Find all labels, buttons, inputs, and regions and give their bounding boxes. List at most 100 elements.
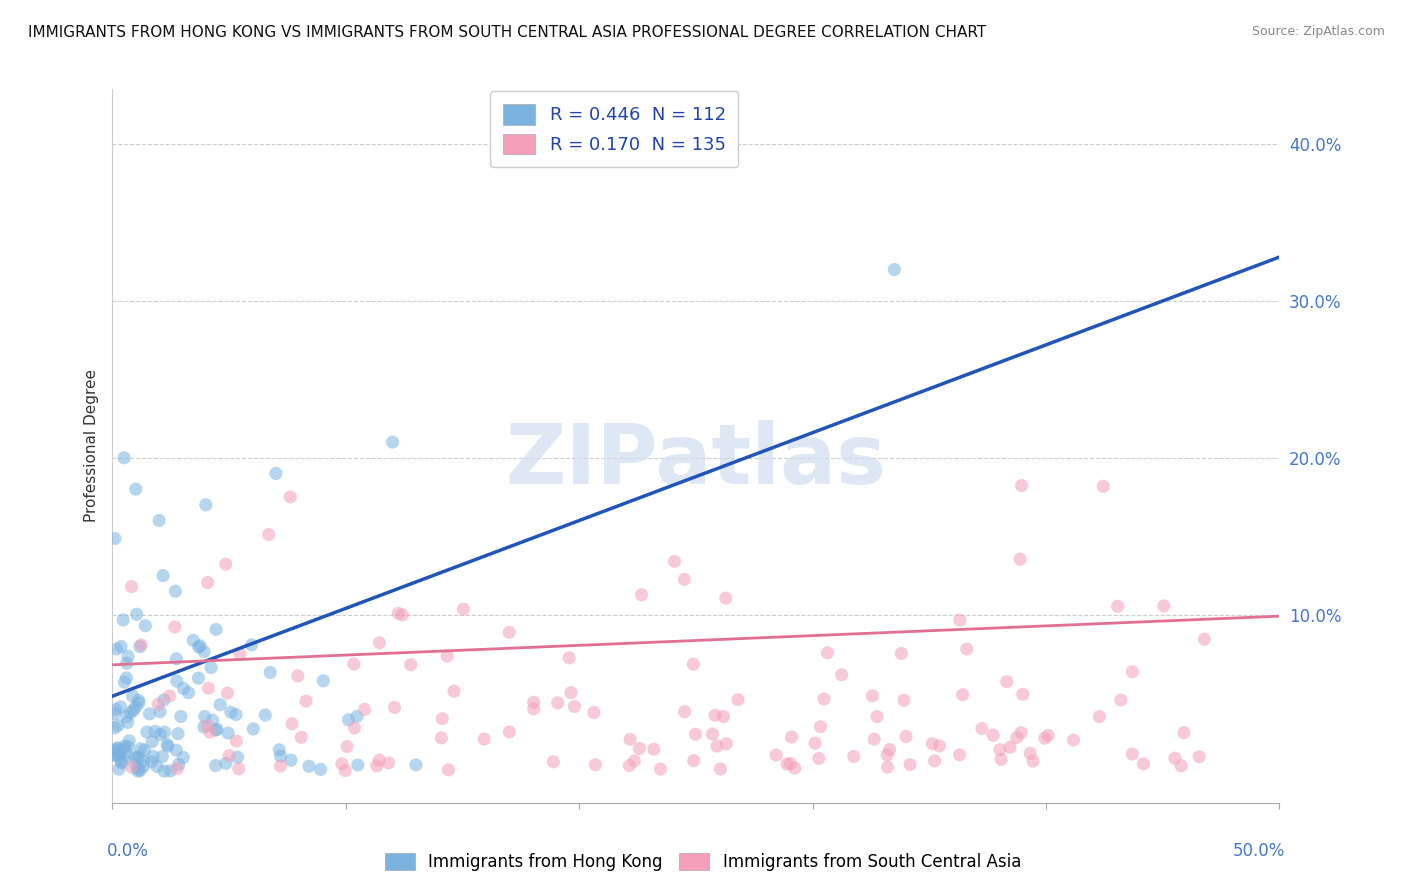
Point (650, 762, 672, 776)
Point (170, 709, 193, 723)
Point (1008, 552, 1031, 566)
Point (193, 645, 215, 659)
Point (228, 762, 250, 776)
Point (159, 764, 181, 778)
Point (472, 732, 495, 747)
Point (337, 713, 360, 727)
Text: 50.0%: 50.0% (1233, 842, 1285, 860)
Point (564, 699, 586, 714)
Point (187, 671, 209, 685)
Point (436, 648, 458, 663)
Text: ZIPatlas: ZIPatlas (506, 420, 886, 500)
Point (817, 646, 839, 660)
Point (685, 727, 707, 741)
Point (138, 706, 160, 721)
Point (990, 752, 1012, 766)
Point (1092, 479, 1115, 493)
Point (810, 720, 832, 734)
Point (107, 741, 129, 756)
Point (156, 738, 179, 752)
Point (107, 718, 129, 732)
Point (217, 726, 239, 740)
Point (193, 720, 215, 734)
Point (1063, 733, 1085, 747)
Point (110, 699, 132, 714)
Point (181, 633, 204, 648)
Point (498, 725, 520, 739)
Point (866, 709, 889, 723)
Point (129, 638, 152, 652)
Point (709, 762, 731, 776)
Point (132, 754, 155, 768)
Point (112, 613, 135, 627)
Point (141, 755, 163, 769)
Point (1164, 751, 1187, 765)
Point (1011, 687, 1033, 701)
Point (682, 657, 704, 672)
Point (643, 742, 665, 756)
Point (128, 696, 150, 710)
Point (201, 713, 224, 727)
Point (673, 573, 696, 587)
Point (215, 557, 238, 571)
Point (619, 758, 641, 772)
Point (988, 743, 1011, 757)
Point (664, 554, 686, 568)
Point (200, 660, 222, 674)
Point (716, 737, 738, 751)
Point (122, 703, 145, 717)
Point (298, 759, 321, 773)
Point (177, 686, 200, 700)
Point (780, 730, 803, 744)
Point (105, 740, 128, 755)
Point (197, 681, 219, 696)
Point (242, 722, 264, 736)
Point (197, 575, 219, 590)
Point (172, 750, 194, 764)
Point (104, 706, 127, 721)
Point (1121, 665, 1143, 679)
Point (129, 741, 152, 756)
Point (970, 722, 993, 736)
Point (949, 747, 972, 762)
Point (107, 749, 129, 764)
Point (430, 731, 453, 745)
Point (270, 749, 292, 764)
Point (863, 732, 886, 747)
Point (219, 705, 242, 719)
Point (437, 763, 460, 777)
Point (134, 743, 156, 757)
Point (335, 764, 357, 778)
Point (115, 709, 138, 723)
Point (112, 450, 135, 465)
Point (194, 709, 217, 723)
Point (141, 735, 163, 749)
Point (368, 753, 391, 767)
Point (124, 750, 146, 764)
Y-axis label: Professional Degree: Professional Degree (83, 369, 98, 523)
Point (110, 640, 132, 654)
Point (104, 721, 127, 735)
Point (125, 482, 148, 496)
Point (205, 723, 228, 737)
Point (188, 639, 211, 653)
Point (883, 262, 905, 277)
Point (713, 709, 735, 723)
Point (226, 750, 249, 764)
Point (628, 741, 651, 756)
Point (353, 702, 375, 716)
Point (152, 568, 174, 582)
Point (148, 514, 170, 528)
Point (166, 762, 188, 776)
Point (453, 602, 475, 616)
Point (259, 665, 281, 680)
Point (381, 435, 404, 450)
Point (309, 763, 332, 777)
Point (163, 620, 186, 634)
Point (128, 693, 150, 707)
Point (125, 750, 148, 764)
Point (124, 700, 146, 714)
Point (543, 755, 565, 769)
Point (894, 730, 917, 744)
Point (783, 761, 806, 775)
